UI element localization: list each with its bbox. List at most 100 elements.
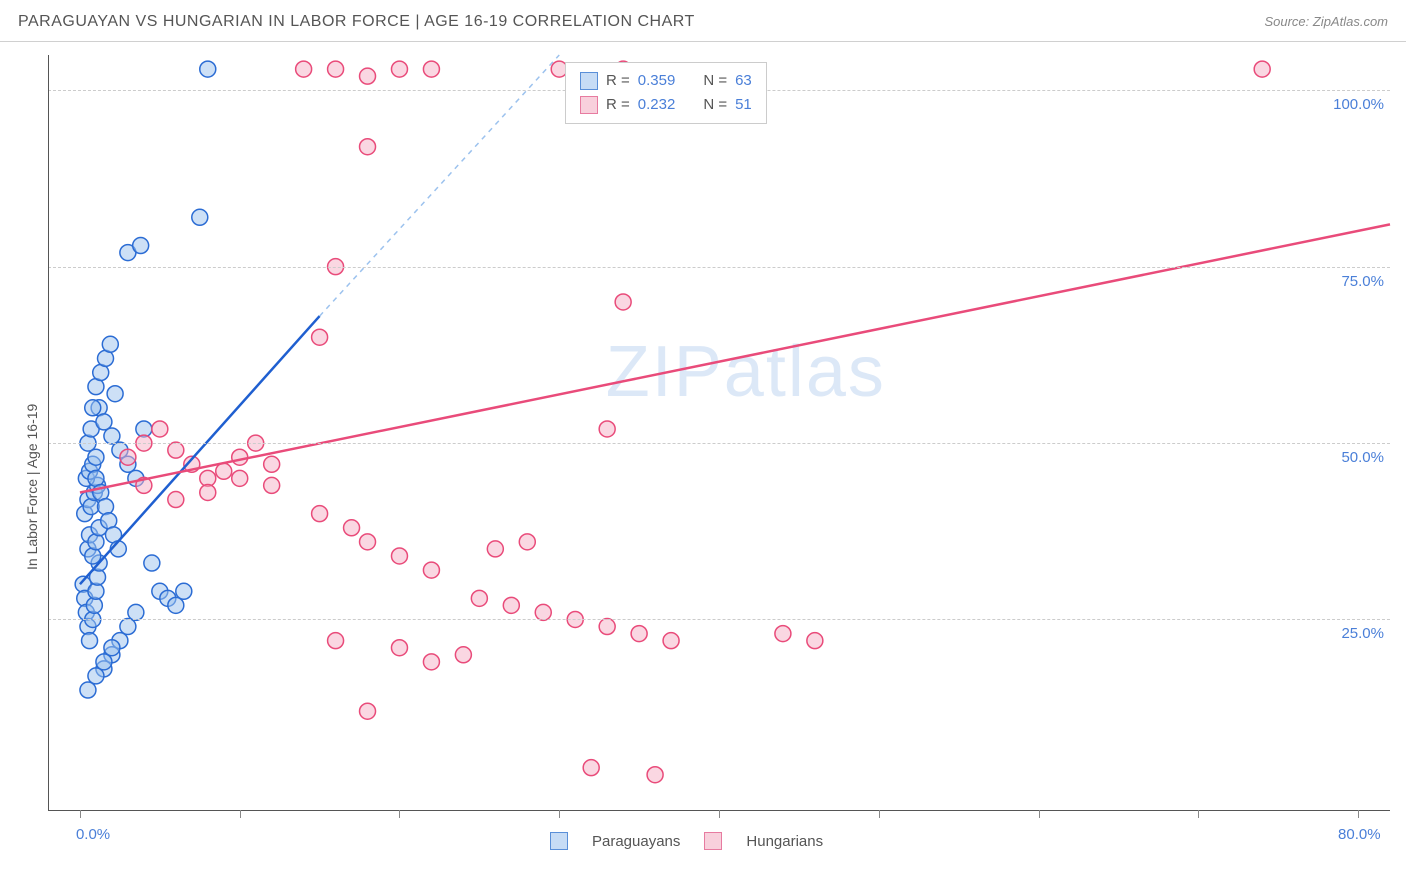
plot-svg bbox=[48, 55, 1390, 810]
y-tick-label: 75.0% bbox=[1341, 273, 1384, 290]
data-point bbox=[583, 760, 599, 776]
x-tick bbox=[240, 810, 241, 818]
data-point bbox=[423, 562, 439, 578]
data-point bbox=[455, 647, 471, 663]
y-axis-line bbox=[48, 55, 49, 810]
data-point bbox=[599, 421, 615, 437]
data-point bbox=[264, 477, 280, 493]
data-point bbox=[328, 633, 344, 649]
data-point bbox=[88, 449, 104, 465]
data-point bbox=[120, 456, 136, 472]
data-point bbox=[503, 597, 519, 613]
x-tick bbox=[1358, 810, 1359, 818]
data-point bbox=[360, 68, 376, 84]
data-point bbox=[104, 647, 120, 663]
data-point bbox=[80, 492, 96, 508]
legend-series-label: Hungarians bbox=[746, 833, 823, 850]
data-point bbox=[128, 470, 144, 486]
data-point bbox=[86, 597, 102, 613]
data-point bbox=[78, 470, 94, 486]
data-point bbox=[360, 703, 376, 719]
legend-correlation-row: R =0.359N =63 bbox=[580, 69, 752, 93]
data-point bbox=[599, 619, 615, 635]
data-point bbox=[93, 484, 109, 500]
data-point bbox=[631, 626, 647, 642]
x-tick bbox=[399, 810, 400, 818]
data-point bbox=[102, 336, 118, 352]
legend-swatch bbox=[580, 96, 598, 114]
data-point bbox=[110, 541, 126, 557]
data-point bbox=[91, 520, 107, 536]
data-point bbox=[98, 499, 114, 515]
x-tick bbox=[1198, 810, 1199, 818]
legend-r-label: R = bbox=[606, 93, 630, 117]
x-tick-label: 80.0% bbox=[1338, 826, 1381, 843]
data-point bbox=[112, 442, 128, 458]
data-point bbox=[136, 477, 152, 493]
legend-swatch bbox=[704, 832, 722, 850]
x-tick bbox=[719, 810, 720, 818]
gridline bbox=[48, 619, 1390, 620]
data-point bbox=[80, 541, 96, 557]
data-point bbox=[423, 654, 439, 670]
trend-line bbox=[320, 55, 560, 316]
data-point bbox=[423, 61, 439, 77]
data-point bbox=[200, 61, 216, 77]
data-point bbox=[88, 668, 104, 684]
chart-container: PARAGUAYAN VS HUNGARIAN IN LABOR FORCE |… bbox=[0, 0, 1406, 892]
data-point bbox=[200, 484, 216, 500]
legend-swatch bbox=[550, 832, 568, 850]
data-point bbox=[86, 484, 102, 500]
legend-swatch bbox=[580, 72, 598, 90]
data-point bbox=[328, 61, 344, 77]
data-point bbox=[264, 456, 280, 472]
y-tick-label: 100.0% bbox=[1333, 96, 1384, 113]
data-point bbox=[663, 633, 679, 649]
plot-area: ZIPatlas bbox=[48, 55, 1390, 810]
trend-line bbox=[80, 316, 320, 584]
data-point bbox=[200, 470, 216, 486]
legend-r-label: R = bbox=[606, 69, 630, 93]
data-point bbox=[312, 506, 328, 522]
data-point bbox=[168, 492, 184, 508]
data-point bbox=[391, 61, 407, 77]
data-point bbox=[360, 139, 376, 155]
data-point bbox=[184, 456, 200, 472]
data-point bbox=[133, 238, 149, 254]
data-point bbox=[88, 534, 104, 550]
y-tick-label: 25.0% bbox=[1341, 625, 1384, 642]
data-point bbox=[152, 421, 168, 437]
x-tick-label: 0.0% bbox=[76, 826, 110, 843]
data-point bbox=[152, 583, 168, 599]
data-point bbox=[82, 527, 98, 543]
data-point bbox=[104, 640, 120, 656]
data-point bbox=[75, 576, 91, 592]
data-point bbox=[82, 633, 98, 649]
data-point bbox=[360, 534, 376, 550]
data-point bbox=[101, 513, 117, 529]
x-tick bbox=[559, 810, 560, 818]
data-point bbox=[90, 477, 106, 493]
data-point bbox=[647, 767, 663, 783]
data-point bbox=[85, 548, 101, 564]
chart-title: PARAGUAYAN VS HUNGARIAN IN LABOR FORCE |… bbox=[18, 13, 695, 31]
gridline bbox=[48, 267, 1390, 268]
legend-r-value: 0.359 bbox=[638, 69, 676, 93]
data-point bbox=[120, 245, 136, 261]
data-point bbox=[296, 61, 312, 77]
legend-n-value: 63 bbox=[735, 69, 752, 93]
data-point bbox=[176, 583, 192, 599]
data-point bbox=[82, 463, 98, 479]
data-point bbox=[80, 619, 96, 635]
legend-correlation-row: R =0.232N =51 bbox=[580, 93, 752, 117]
data-point bbox=[96, 414, 112, 430]
data-point bbox=[77, 590, 93, 606]
data-point bbox=[85, 456, 101, 472]
data-point bbox=[160, 590, 176, 606]
data-point bbox=[83, 421, 99, 437]
x-tick bbox=[1039, 810, 1040, 818]
data-point bbox=[232, 449, 248, 465]
data-point bbox=[91, 400, 107, 416]
data-point bbox=[128, 604, 144, 620]
data-point bbox=[91, 555, 107, 571]
